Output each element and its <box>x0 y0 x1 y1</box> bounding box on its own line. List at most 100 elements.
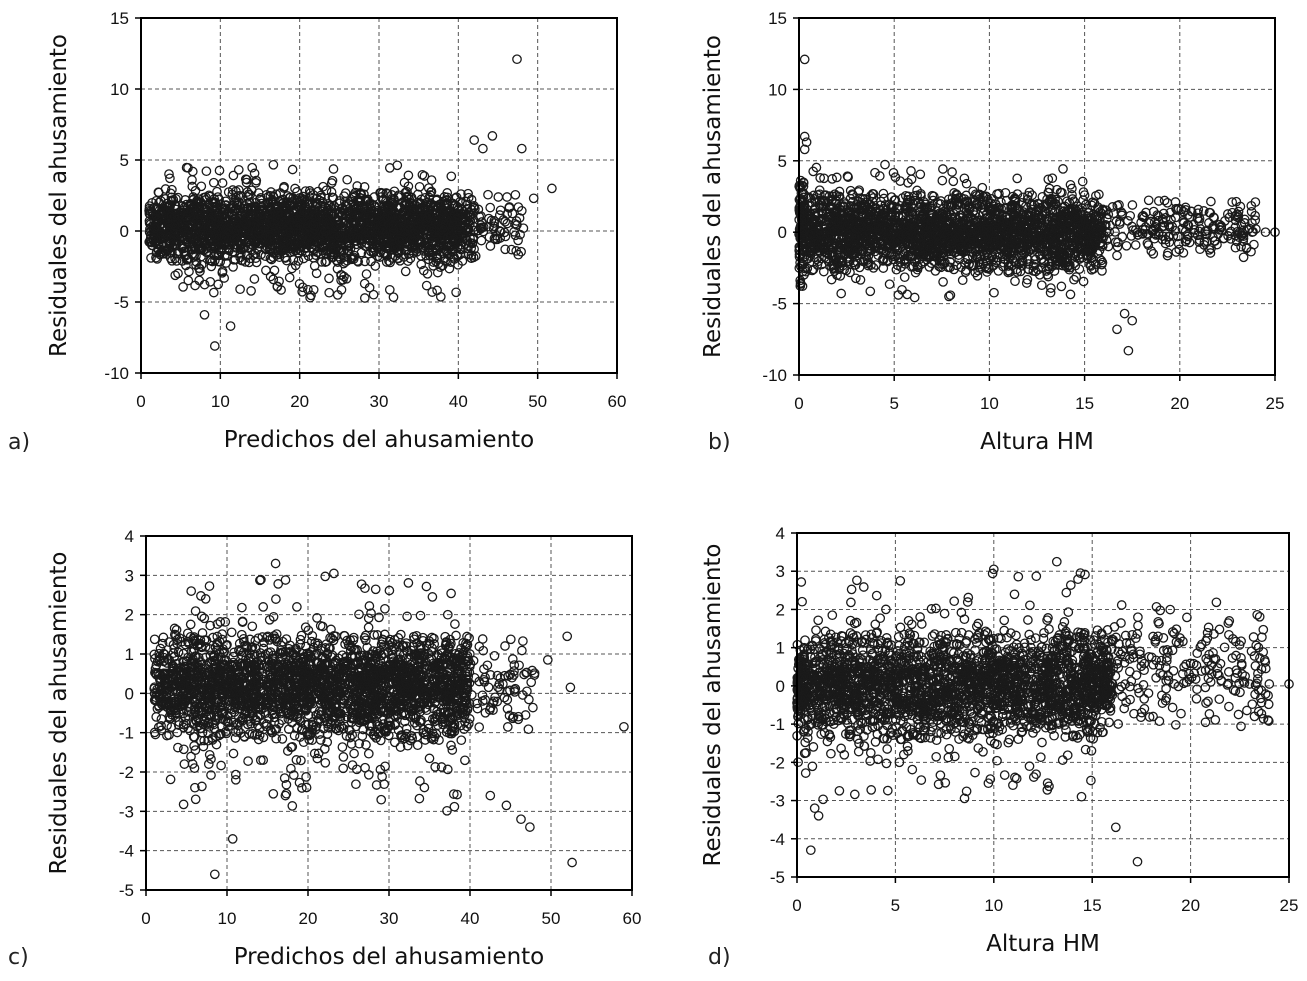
data-point <box>422 213 432 223</box>
data-point <box>1052 184 1062 195</box>
data-point <box>342 201 353 212</box>
data-point <box>1070 260 1081 271</box>
data-point <box>384 284 395 295</box>
data-point <box>421 250 431 261</box>
data-point <box>912 264 923 275</box>
data-point <box>1050 194 1060 205</box>
data-point <box>333 236 343 247</box>
data-point <box>280 216 291 227</box>
data-point <box>249 168 260 179</box>
data-point <box>418 211 428 222</box>
data-point <box>178 282 188 292</box>
data-point <box>425 190 436 200</box>
data-point <box>146 236 156 247</box>
data-point <box>350 204 361 215</box>
data-point <box>1086 261 1096 271</box>
data-point <box>348 192 358 203</box>
data-point <box>268 247 279 258</box>
data-point <box>427 218 437 229</box>
y-tick-label: 0 <box>120 222 129 241</box>
data-point <box>453 224 463 235</box>
data-point <box>364 282 375 293</box>
data-point <box>342 255 353 266</box>
data-point <box>1045 287 1056 298</box>
data-point <box>405 253 416 264</box>
data-point <box>841 228 852 239</box>
data-point <box>1026 199 1037 209</box>
data-point <box>321 185 332 196</box>
data-point <box>269 218 280 229</box>
data-point <box>1010 276 1020 287</box>
data-point <box>439 241 449 251</box>
data-point <box>1091 190 1101 201</box>
data-point <box>388 292 399 303</box>
data-point <box>235 284 245 295</box>
data-point <box>400 187 411 198</box>
data-point <box>972 215 983 226</box>
data-point <box>959 197 970 208</box>
data-point <box>190 185 201 196</box>
data-point <box>196 221 207 232</box>
data-point <box>382 189 393 199</box>
data-point <box>1029 215 1040 226</box>
data-points <box>144 54 557 351</box>
data-point <box>846 209 856 220</box>
data-point <box>225 321 236 331</box>
data-point <box>189 243 200 254</box>
data-point <box>1043 187 1054 198</box>
x-tick-label: 60 <box>608 392 627 411</box>
data-point <box>202 232 212 243</box>
data-point <box>446 171 457 182</box>
data-point <box>217 267 228 278</box>
data-point <box>283 197 293 207</box>
data-point <box>326 187 337 197</box>
data-point <box>379 248 390 259</box>
data-point <box>438 196 448 207</box>
data-point <box>1043 174 1054 185</box>
data-point <box>965 235 976 246</box>
data-point <box>227 200 238 211</box>
data-point <box>191 197 201 208</box>
data-point <box>284 227 294 238</box>
data-point <box>324 273 334 284</box>
data-point <box>261 265 271 276</box>
y-tick-label: 10 <box>110 80 129 99</box>
data-point <box>403 170 414 181</box>
data-point <box>327 175 338 186</box>
data-point <box>243 225 254 236</box>
data-point <box>241 219 251 230</box>
x-tick-label: 30 <box>370 392 389 411</box>
data-point <box>962 197 973 208</box>
data-point <box>333 251 343 262</box>
data-point <box>309 224 320 235</box>
data-point <box>298 253 309 264</box>
data-point <box>284 272 295 283</box>
data-point <box>314 242 325 253</box>
data-point <box>271 189 282 200</box>
data-point <box>342 174 353 185</box>
data-point <box>279 181 289 192</box>
data-point <box>818 266 829 277</box>
data-point <box>807 265 818 276</box>
data-point <box>880 159 890 170</box>
data-point <box>414 181 425 192</box>
data-point <box>394 202 405 213</box>
data-point <box>330 245 341 256</box>
data-point <box>349 233 360 244</box>
data-point <box>158 207 168 218</box>
data-point <box>209 341 220 351</box>
data-point <box>400 266 411 277</box>
data-point <box>1000 187 1011 198</box>
data-point <box>219 251 230 262</box>
data-point <box>327 192 338 203</box>
x-tick-label: 20 <box>290 392 309 411</box>
data-point <box>251 175 262 186</box>
data-point <box>148 203 159 213</box>
data-point <box>165 253 176 264</box>
data-point <box>499 227 510 238</box>
data-point <box>1038 257 1049 268</box>
data-point <box>182 204 192 214</box>
data-point <box>256 209 267 220</box>
data-point <box>343 246 354 257</box>
data-point <box>297 286 308 297</box>
